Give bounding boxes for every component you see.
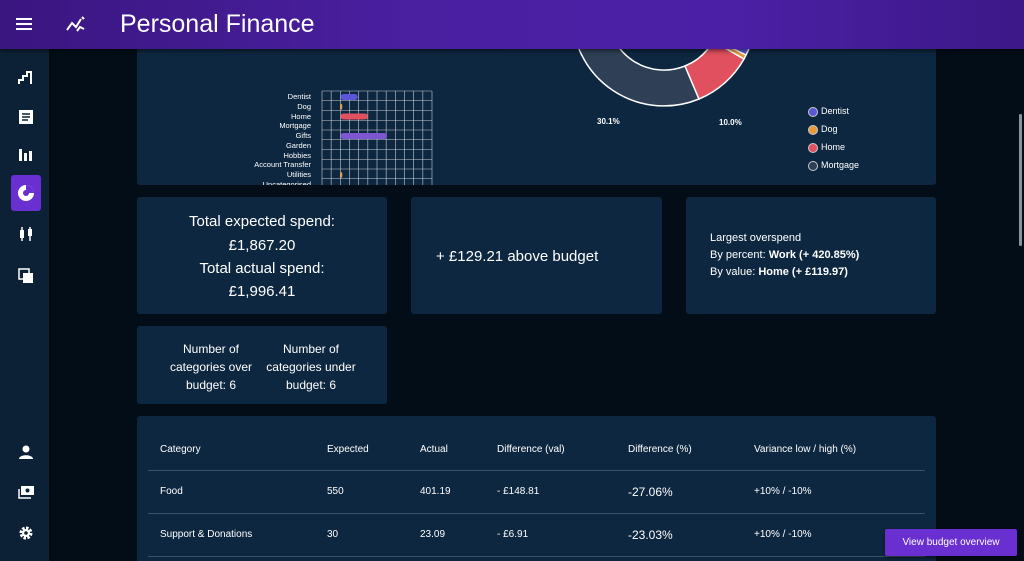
column-header-difference-val[interactable]: Difference (val) (485, 430, 616, 471)
sidebar-item-transactions[interactable] (11, 102, 41, 132)
category-donut-chart: 30.1% 10.0% (572, 49, 752, 127)
sidebar-item-money[interactable] (11, 477, 41, 507)
stairs-chart-icon (18, 71, 32, 84)
cell-category: Food (148, 470, 315, 514)
actual-spend-value: £1,996.41 (228, 283, 296, 300)
under-budget-count: Number of categories under budget: 6 (266, 342, 356, 392)
trend-line-icon[interactable] (64, 13, 88, 37)
budget-difference-card: + £129.21 above budget (411, 197, 662, 314)
total-spend-card: Total expected spend: £1,867.20 Total ac… (137, 197, 387, 314)
legend-swatch (808, 161, 818, 171)
pie-chart-icon (18, 185, 34, 201)
hamburger-menu-icon[interactable] (14, 14, 34, 34)
bar-category-label: Uncategorised (262, 179, 311, 185)
column-header-expected[interactable]: Expected (315, 430, 408, 471)
sidebar-item-accounts[interactable] (11, 261, 41, 291)
budget-table: Category Expected Actual Difference (val… (148, 430, 925, 557)
donut-label-mortgage: 30.1% (597, 117, 620, 126)
cell-actual: 23.09 (408, 513, 485, 557)
legend-swatch (808, 107, 818, 117)
donut-label-home: 10.0% (719, 118, 742, 127)
category-count-card: Number of categories over budget: 6 Numb… (137, 326, 387, 404)
expected-spend-value: £1,867.20 (228, 237, 296, 254)
cell-actual: 401.19 (408, 470, 485, 514)
bar-chart-icon (19, 149, 32, 161)
column-header-difference-pct[interactable]: Difference (%) (616, 430, 742, 471)
donut-slice-dog[interactable] (713, 49, 747, 61)
bar-category-label: Hobbies (283, 150, 311, 160)
column-header-category[interactable]: Category (148, 430, 315, 471)
budget-charts-card: Dentist Dog Home Mortgage Gifts Garden Hobbies… (137, 49, 936, 185)
overspend-title: Largest overspend (710, 232, 802, 244)
sidebar-item-trading[interactable] (11, 219, 41, 249)
bar-category-label: Utilities (286, 170, 311, 179)
bar-utilities[interactable] (340, 172, 343, 178)
bar-dog[interactable] (340, 103, 343, 110)
bar-gifts[interactable] (340, 133, 388, 139)
actual-spend-label: Total actual spend: (199, 260, 325, 277)
over-budget-count: Number of categories over budget: 6 (169, 342, 253, 392)
budget-difference-text: + £129.21 above budget (436, 248, 599, 265)
bar-category-label: Account Transfer (254, 160, 311, 170)
bar-home[interactable] (340, 113, 368, 120)
document-list-icon (19, 110, 33, 124)
bar-category-label: Gifts (295, 131, 311, 140)
budget-table-card: Category Expected Actual Difference (val… (137, 416, 936, 561)
column-header-variance[interactable]: Variance low / high (%) (742, 430, 925, 471)
view-budget-overview-button[interactable]: View budget overview (885, 529, 1017, 556)
cell-difference-val: - £6.91 (485, 513, 616, 557)
legend-swatch (808, 125, 818, 135)
category-bar-chart: -1000100200300400500 (321, 90, 433, 185)
bar-category-label: Dentist (287, 92, 311, 101)
sidebar-item-charts[interactable] (11, 139, 41, 169)
overspend-by-percent: By percent: Work (+ 420.85%) (710, 249, 860, 261)
sidebar-item-settings[interactable] (11, 518, 41, 548)
bar-category-label: Mortgage (279, 121, 311, 131)
sidebar-item-dashboard[interactable] (11, 63, 41, 93)
candlestick-icon (20, 227, 32, 241)
cell-difference-val: - £148.81 (485, 470, 616, 514)
bar-category-label: Garden (285, 140, 311, 150)
cell-category: Support & Donations (148, 513, 315, 557)
bar-chart-labels: Dentist Dog Home Mortgage Gifts Garden Hobbies… (137, 49, 311, 185)
page-scrollbar[interactable] (1019, 114, 1022, 246)
cash-icon (18, 486, 34, 499)
table-header-row: Category Expected Actual Difference (val… (148, 430, 925, 471)
overspend-by-value: By value: Home (+ £119.97) (710, 266, 848, 278)
main-content: Dentist Dog Home Mortgage Gifts Garden Hobbies… (49, 49, 1024, 561)
sidebar-item-profile[interactable] (11, 437, 41, 467)
column-header-actual[interactable]: Actual (408, 430, 485, 471)
page-title: Personal Finance (120, 10, 315, 38)
person-icon (19, 445, 33, 459)
sidebar-item-budget[interactable] (11, 175, 41, 211)
largest-overspend-card: Largest overspend By percent: Work (+ 42… (686, 197, 936, 314)
sidebar (0, 49, 49, 561)
app-bar: Personal Finance (0, 0, 1024, 49)
expected-spend-label: Total expected spend: (189, 213, 335, 230)
gear-icon (19, 526, 33, 540)
bar-dentist[interactable] (340, 94, 358, 100)
cell-expected: 30 (315, 513, 408, 557)
cell-difference-pct: -27.06% (616, 470, 742, 514)
legend-swatch (808, 143, 818, 153)
cell-expected: 550 (315, 470, 408, 514)
donut-slice-mortgage[interactable] (572, 49, 700, 107)
cell-variance: +10% / -10% (742, 470, 925, 514)
table-row[interactable]: Support & Donations 30 23.09 - £6.91 -23… (148, 513, 925, 557)
bar-category-label: Home (290, 111, 311, 121)
donut-slice-dentist[interactable] (714, 49, 752, 56)
cell-difference-pct: -23.03% (616, 513, 742, 557)
table-row[interactable]: Food 550 401.19 - £148.81 -27.06% +10% /… (148, 470, 925, 514)
bar-category-label: Dog (297, 101, 311, 111)
copy-stack-icon (18, 268, 33, 283)
